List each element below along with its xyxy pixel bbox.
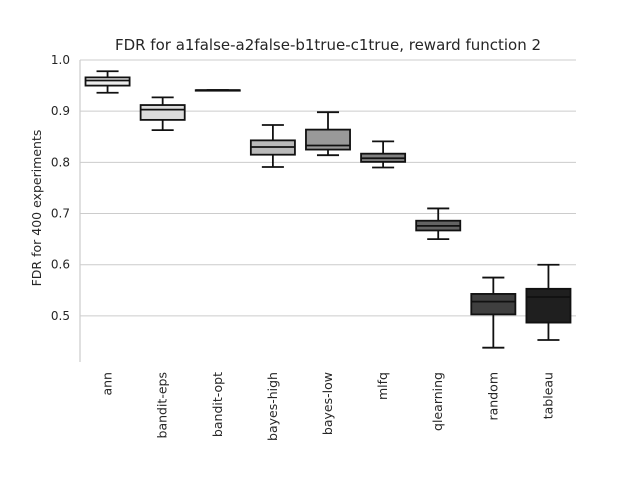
y-tick-labels: 0.5 0.6 0.7 0.8 0.9 1.0 <box>51 53 70 323</box>
y-tick-label: 0.7 <box>51 207 70 221</box>
chart-title: FDR for a1false-a2false-b1true-c1true, r… <box>115 36 541 54</box>
x-tick-label: bandit-eps <box>155 372 170 438</box>
x-tick-label: qlearning <box>430 372 445 431</box>
y-tick-label: 0.6 <box>51 258 70 272</box>
box-tableau <box>525 263 572 341</box>
x-tick-label: random <box>485 372 500 420</box>
iqr-box <box>139 104 186 121</box>
box-ann <box>84 70 131 94</box>
x-tick-label: bayes-high <box>265 372 280 441</box>
x-tick-labels: ann bandit-eps bandit-opt bayes-high bayes-l… <box>100 372 556 441</box>
y-axis-label: FDR for 400 experiments <box>29 130 44 287</box>
x-tick-label: bayes-low <box>320 372 335 435</box>
iqr-box <box>305 128 351 151</box>
y-tick-label: 0.8 <box>51 155 70 169</box>
box-bayes-high <box>249 124 296 168</box>
y-tick-label: 0.5 <box>51 309 70 323</box>
box-bayes-low <box>305 111 351 157</box>
iqr-box <box>470 293 517 316</box>
box-qlearning <box>415 207 462 241</box>
x-tick-label: tableau <box>540 372 555 419</box>
box-random <box>470 276 517 349</box>
boxes <box>84 70 572 349</box>
box-mlfq <box>360 140 407 169</box>
x-tick-label: ann <box>100 372 115 396</box>
iqr-box <box>84 76 131 87</box>
iqr-box <box>525 287 572 324</box>
box-bandit-eps <box>139 96 186 132</box>
y-tick-label: 0.9 <box>51 104 70 118</box>
x-tick-label: mlfq <box>375 372 390 400</box>
box-bandit-opt <box>194 89 241 92</box>
y-tick-label: 1.0 <box>51 53 70 67</box>
x-tick-label: bandit-opt <box>210 372 225 437</box>
